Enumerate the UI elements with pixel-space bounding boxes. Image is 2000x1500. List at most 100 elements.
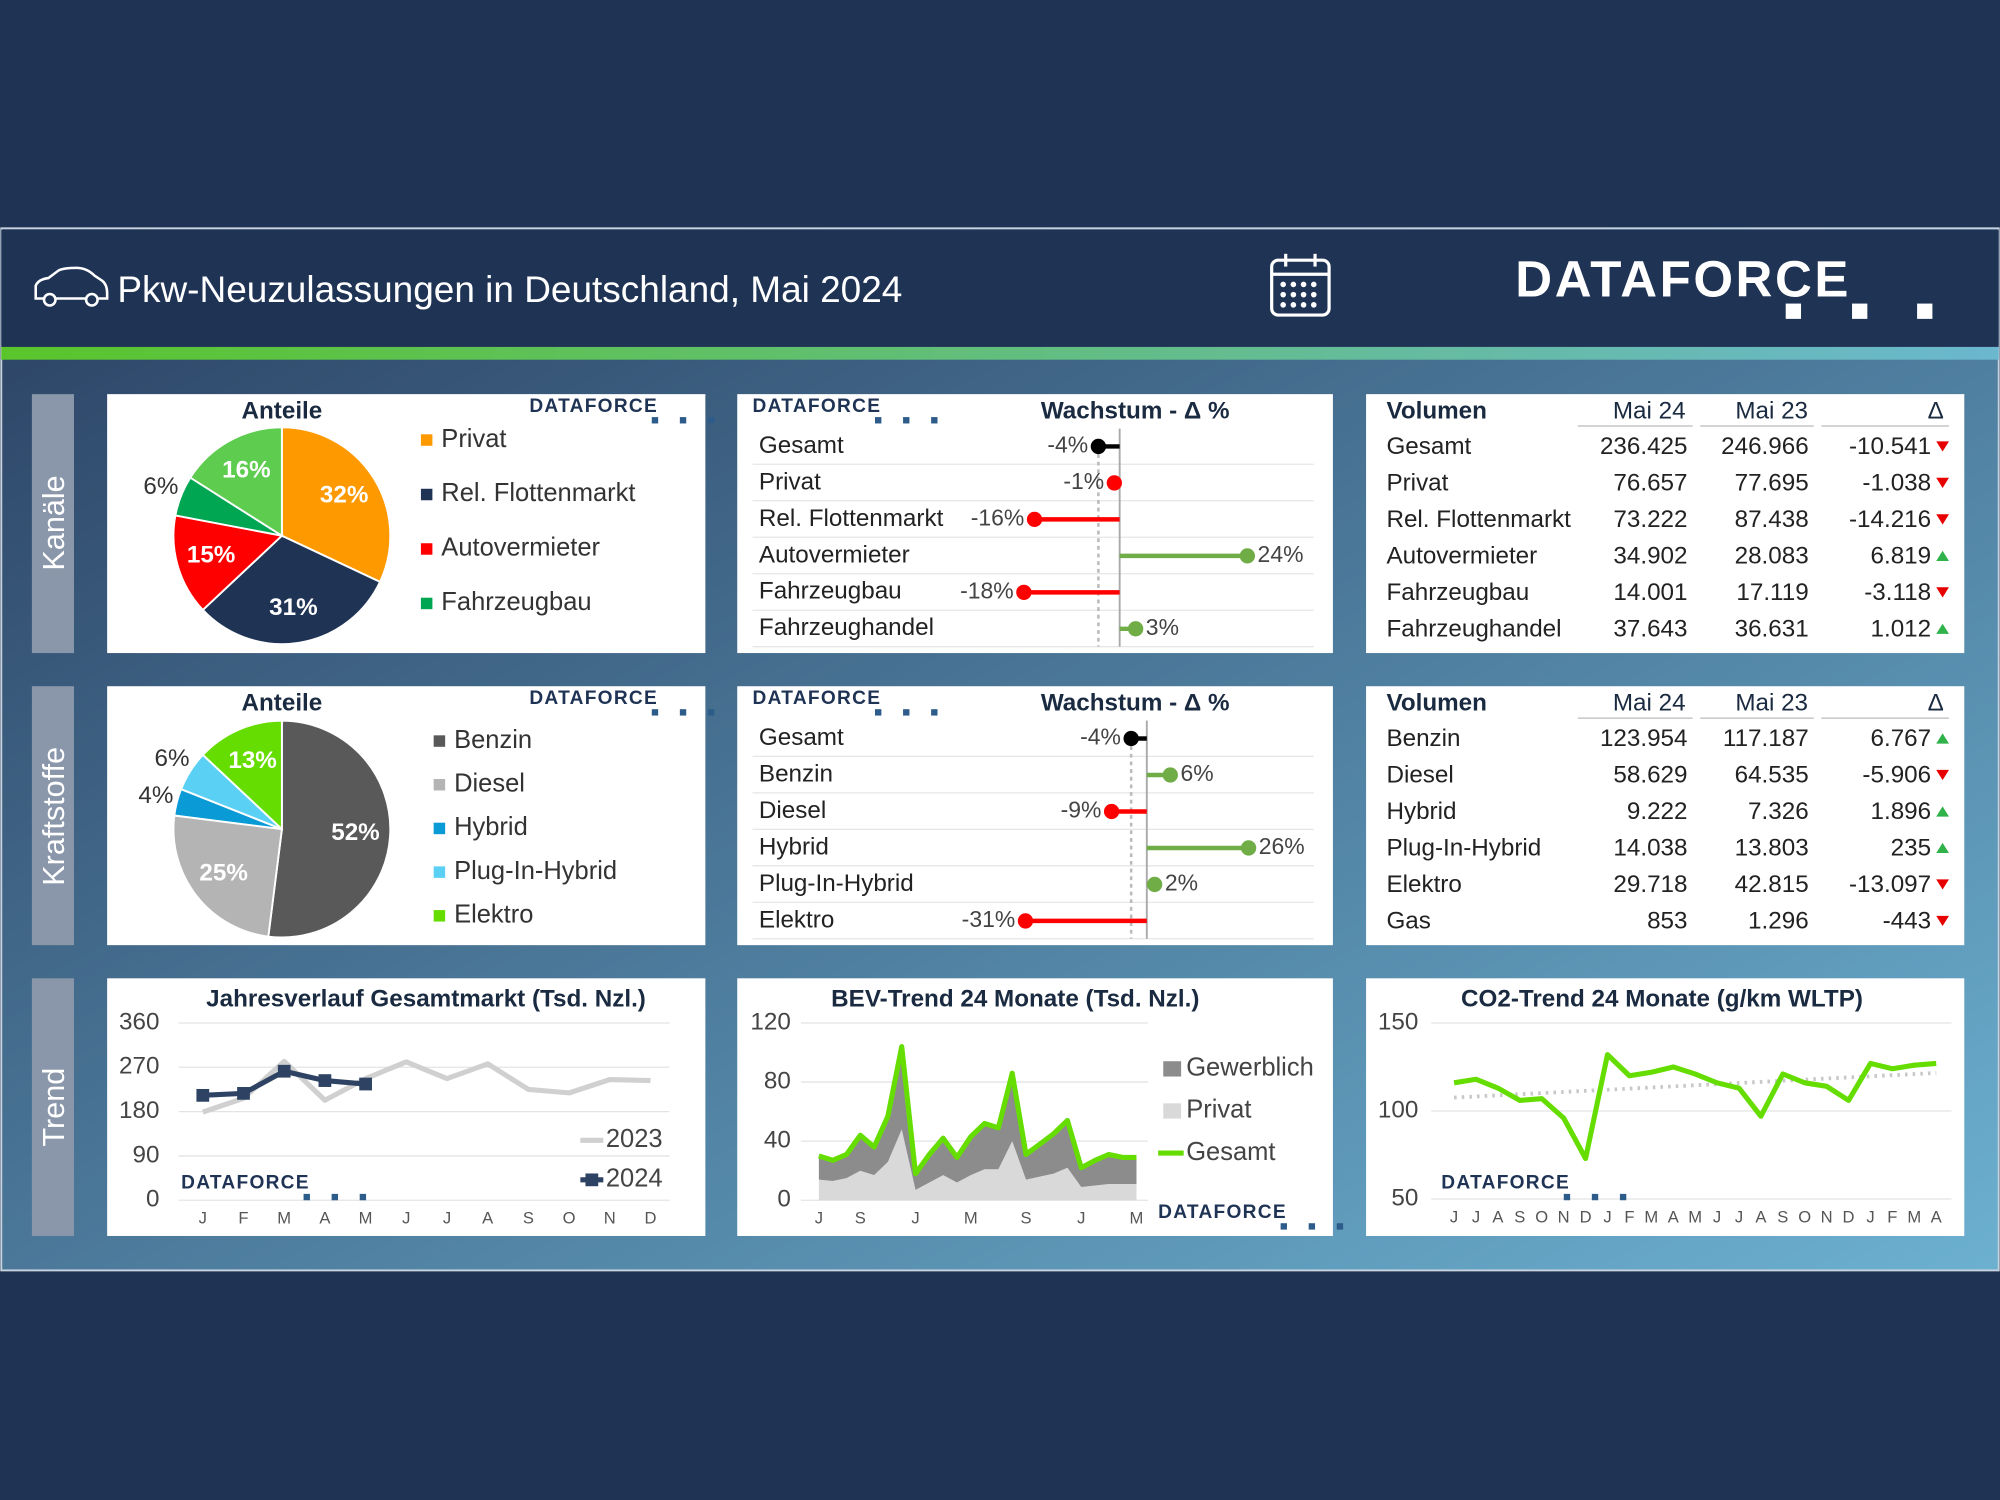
legend-label: Diesel — [454, 769, 525, 797]
legend-swatch — [433, 866, 446, 878]
x-tick-label: M — [1688, 1207, 1702, 1226]
arrow-down — [1936, 587, 1949, 598]
table-cell: 36.631 — [1735, 616, 1809, 643]
panel-logo: DATAFORCE — [1441, 1173, 1570, 1194]
arrow-down — [1936, 441, 1949, 452]
table-cell: 7.326 — [1748, 798, 1809, 825]
value-label: -9% — [1061, 797, 1102, 823]
pie-slice — [201, 719, 283, 832]
logo-square — [1619, 1193, 1627, 1201]
table-cell: 77.695 — [1735, 470, 1809, 497]
category-label: Hybrid — [759, 833, 829, 860]
table-cell: 6.819 — [1871, 543, 1932, 570]
slice-label: 15% — [187, 542, 235, 569]
table-cell: -14.216 — [1849, 506, 1931, 533]
logo-square — [1308, 1223, 1316, 1230]
category-label: Privat — [759, 468, 821, 495]
lollipop-dot — [1240, 840, 1257, 856]
area-segment — [818, 1046, 1137, 1190]
x-tick-label: M — [964, 1209, 978, 1228]
chart-title: CO2-Trend 24 Monate (g/km WLTP) — [1461, 985, 1863, 1012]
table-cell: 76.657 — [1613, 470, 1687, 497]
table-cell: 13.803 — [1735, 835, 1809, 862]
table-cell: Elektro — [1386, 871, 1461, 898]
series-line — [201, 1058, 651, 1115]
value-label: -4% — [1047, 431, 1088, 457]
table-cell: -10.541 — [1849, 433, 1931, 460]
table-cell: Plug-In-Hybrid — [1386, 835, 1541, 862]
x-tick-label: A — [1492, 1207, 1504, 1226]
x-tick-label: J — [1603, 1207, 1611, 1226]
table-cell: 58.629 — [1613, 762, 1687, 789]
table-cell: 1.012 — [1871, 616, 1932, 643]
slice-label: 4% — [138, 782, 173, 809]
value-label: -4% — [1080, 724, 1121, 750]
x-tick-label: J — [815, 1209, 823, 1228]
logo-square — [875, 709, 882, 716]
lollipop-dot — [1239, 548, 1256, 564]
arrow-down — [1936, 769, 1949, 781]
logo-square — [679, 709, 687, 716]
line-marker — [237, 1087, 250, 1100]
area-segment — [818, 1129, 1137, 1201]
table-header: Mai 23 — [1735, 689, 1808, 716]
x-tick-label: S — [855, 1209, 866, 1228]
lollipop-dot — [1146, 876, 1163, 893]
x-tick-label: N — [604, 1209, 616, 1228]
x-tick-label: A — [1755, 1207, 1767, 1226]
table-cell: -443 — [1883, 908, 1931, 935]
line-marker — [318, 1074, 332, 1087]
y-tick-label: 270 — [119, 1053, 159, 1080]
header-logo: DATAFORCE — [1515, 251, 1851, 308]
value-label: 26% — [1259, 833, 1305, 859]
category-label: Fahrzeughandel — [759, 614, 934, 641]
legend-label: Rel. Flottenmarkt — [441, 479, 635, 507]
table-cell: 34.902 — [1613, 543, 1687, 570]
category-label: Autovermieter — [759, 541, 910, 568]
table-cell: -3.118 — [1864, 579, 1931, 606]
arrow-down — [1936, 879, 1949, 890]
x-tick-label: A — [1931, 1207, 1943, 1226]
x-tick-label: M — [1644, 1207, 1658, 1226]
panel-logo: DATAFORCE — [753, 396, 882, 417]
table-cell: 14.001 — [1613, 579, 1687, 606]
line-marker — [196, 1088, 210, 1102]
slice-label: 6% — [155, 745, 190, 772]
y-tick-label: 0 — [777, 1186, 790, 1213]
arrow-down — [1936, 915, 1949, 927]
x-tick-label: J — [199, 1209, 207, 1228]
table-cell: -5.906 — [1862, 762, 1931, 789]
slice-label: 13% — [228, 747, 276, 774]
logo-square — [931, 417, 938, 424]
chart-title: Anteile — [242, 397, 323, 424]
table-cell: 87.438 — [1735, 506, 1809, 533]
table-cell: 42.815 — [1735, 871, 1809, 898]
table-cell: Fahrzeughandel — [1386, 616, 1561, 643]
x-tick-label: J — [1472, 1207, 1480, 1226]
x-tick-label: A — [319, 1209, 331, 1228]
x-tick-label: F — [1887, 1207, 1897, 1226]
table-cell: 64.535 — [1735, 762, 1809, 789]
table-header: Mai 24 — [1613, 397, 1686, 424]
value-label: 3% — [1146, 614, 1179, 640]
x-tick-label: J — [402, 1209, 410, 1228]
x-tick-label: F — [1624, 1207, 1634, 1226]
table-cell: 246.966 — [1721, 433, 1809, 460]
arrow-up — [1936, 842, 1949, 854]
logo-square — [679, 417, 687, 424]
line-marker — [277, 1064, 291, 1078]
x-tick-label: O — [1798, 1207, 1811, 1226]
chart-title: Wachstum - Δ % — [1041, 397, 1230, 424]
line-marker — [359, 1077, 372, 1091]
lollipop-dot — [1017, 913, 1034, 929]
x-tick-label: A — [1668, 1207, 1680, 1226]
legend-label: Hybrid — [454, 813, 528, 841]
table-cell: Diesel — [1386, 762, 1453, 789]
y-tick-label: 90 — [132, 1141, 159, 1168]
table-cell: -1.038 — [1862, 470, 1931, 497]
x-tick-label: J — [443, 1209, 451, 1228]
y-tick-label: 50 — [1391, 1184, 1418, 1211]
logo-square — [651, 709, 659, 716]
panel-logo: DATAFORCE — [529, 396, 658, 417]
